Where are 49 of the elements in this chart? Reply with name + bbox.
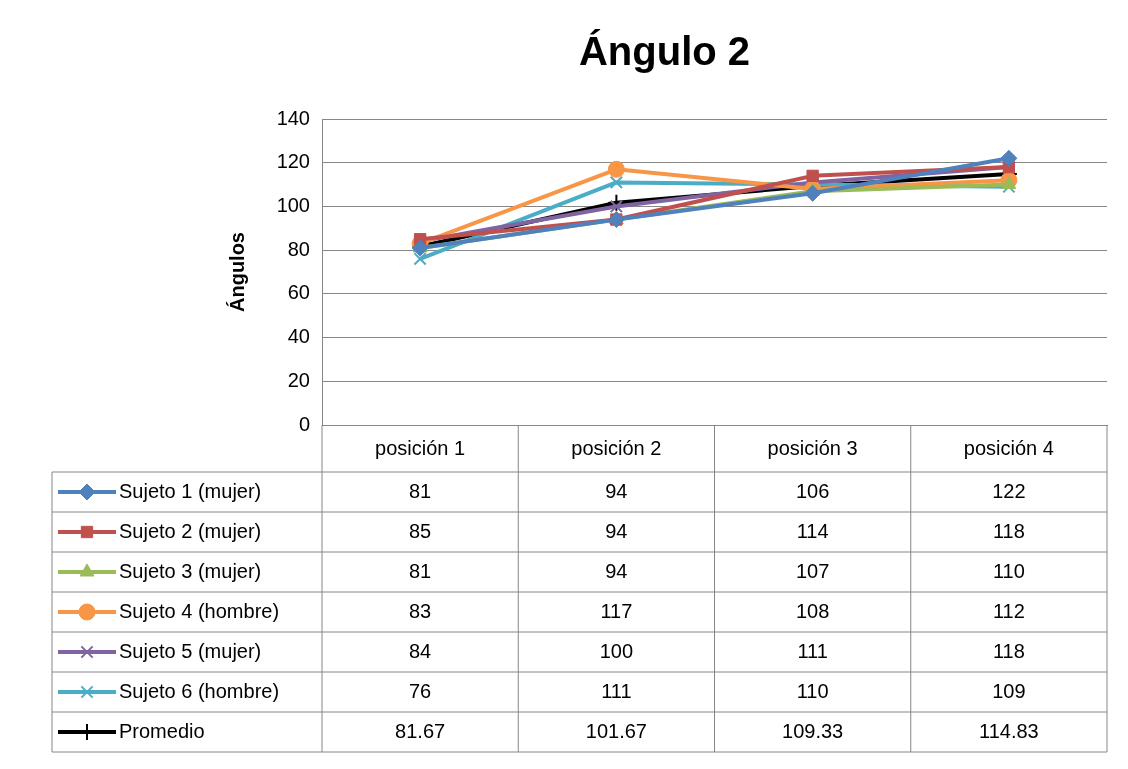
data-label: 81.67 <box>395 719 446 742</box>
y-tick-label: 40 <box>287 325 310 348</box>
data-label: 94 <box>605 479 628 502</box>
data-label: 110 <box>796 679 829 702</box>
y-tick-label: 140 <box>276 106 310 129</box>
legend-label: Sujeto 3 (mujer) <box>119 559 262 582</box>
data-label: 81 <box>409 479 432 502</box>
data-label: 110 <box>992 559 1025 582</box>
y-tick-label: 20 <box>287 368 310 391</box>
data-label: 111 <box>601 679 632 702</box>
data-label: 118 <box>992 519 1025 542</box>
data-label: 76 <box>409 679 432 702</box>
data-label: 81 <box>409 559 432 582</box>
data-label: 85 <box>409 519 432 542</box>
data-label: 83 <box>409 599 432 622</box>
legend-label: Promedio <box>119 719 205 742</box>
legend-label: Sujeto 4 (hombre) <box>119 599 280 622</box>
data-label: 109.33 <box>782 719 844 742</box>
chart-title: Ángulo 2 <box>578 29 751 74</box>
x-tick-label: posición 2 <box>571 436 662 459</box>
x-tick-label: posición 1 <box>375 436 466 459</box>
y-tick-label: 120 <box>276 150 310 173</box>
data-label: 94 <box>605 519 628 542</box>
x-tick-label: posición 4 <box>963 436 1054 459</box>
legend-label: Sujeto 5 (mujer) <box>119 639 262 662</box>
data-label: 100 <box>599 639 634 662</box>
data-label: 106 <box>795 479 830 502</box>
x-tick-label: posición 3 <box>767 436 858 459</box>
data-label: 111 <box>797 639 828 662</box>
data-label: 84 <box>409 639 432 662</box>
y-tick-label: 60 <box>287 281 310 304</box>
y-tick-label: 100 <box>276 193 310 216</box>
data-label: 108 <box>795 599 830 622</box>
legend-label: Sujeto 1 (mujer) <box>119 479 262 502</box>
y-axis-title: Ángulos <box>225 232 248 312</box>
data-label: 107 <box>795 559 830 582</box>
data-label: 109 <box>992 679 1026 702</box>
data-label: 118 <box>992 639 1025 662</box>
data-label: 122 <box>992 479 1026 502</box>
data-label: 114.83 <box>979 719 1039 742</box>
y-tick-label: 0 <box>298 412 310 435</box>
legend-label: Sujeto 6 (hombre) <box>119 679 280 702</box>
data-label: 112 <box>992 599 1025 622</box>
data-label: 101.67 <box>585 719 647 742</box>
data-label: 94 <box>605 559 628 582</box>
y-tick-label: 80 <box>287 237 310 260</box>
data-label: 114 <box>796 519 829 542</box>
legend-label: Sujeto 2 (mujer) <box>119 519 262 542</box>
data-label: 117 <box>600 599 633 622</box>
